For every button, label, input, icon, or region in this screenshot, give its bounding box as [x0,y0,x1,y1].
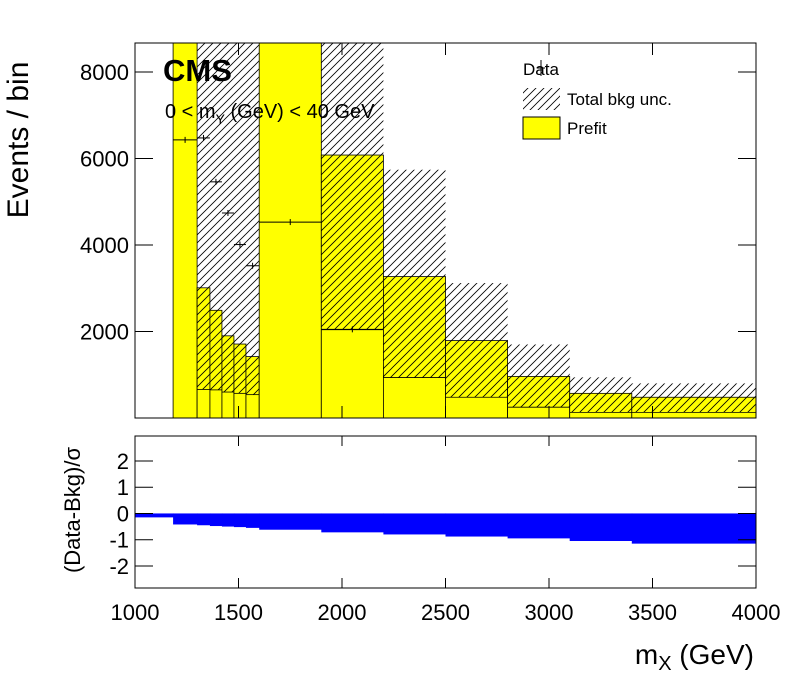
unc-band [569,377,632,413]
x-title-part: (GeV) [672,639,754,670]
prefit-bar [172,43,198,418]
unc-band [245,43,260,395]
x-title-part: m [635,639,658,670]
y-tick-label: 8000 [80,60,129,85]
cms-label: CMS [163,53,232,88]
pull-bar [383,513,446,535]
pull-bar [197,513,211,526]
x-tick-label: 2000 [318,600,367,625]
unc-band [631,383,756,413]
unc-band [209,43,222,390]
y-tick-label: 1 [117,475,129,500]
unc-band [445,283,508,398]
pull-bar [259,513,322,530]
legend-label: Prefit [567,119,607,138]
unc-band [221,43,234,393]
frame [134,42,757,419]
pull-bar [173,513,198,525]
ratio-plot [135,513,756,544]
frame [134,435,757,589]
x-tick-label: 4000 [732,600,781,625]
main-plot [172,43,756,418]
x-tick-label: 3000 [525,600,574,625]
pull-bar [507,513,571,539]
unc-band [233,43,246,394]
y-tick-label: 2000 [80,319,129,344]
prefit-bar [258,43,322,418]
x-axis-title: mX (GeV) [635,639,754,672]
pull-bar [321,513,384,533]
pull-bar [445,513,509,537]
pull-bar [209,513,223,527]
pull-bar [135,513,174,518]
x-tick-label: 3500 [628,600,677,625]
unc-band [197,43,210,390]
annotation: 0 < mY (GeV) < 40 GeV [165,101,375,127]
y-tick-label: 6000 [80,146,129,171]
y-axis-title: Events / bin [2,62,35,219]
x-tick-label: 1000 [111,600,160,625]
annotation-part: Y [216,111,226,127]
y-tick-label: 4000 [80,233,129,258]
pull-bar [245,513,260,528]
pull-bar [221,513,235,527]
unc-band [383,169,446,378]
legend-swatch [522,116,561,140]
y-tick-label: -2 [109,554,129,579]
y-tick-label: 2 [117,449,129,474]
unc-band [507,344,570,408]
legend-label: Total bkg unc. [567,90,672,109]
annotation-part: 0 < m [165,101,216,123]
annotation-part: (GeV) < 40 GeV [225,101,375,123]
legend-swatch [523,88,560,110]
x-tick-label: 2500 [421,600,470,625]
x-tick-label: 1500 [214,600,263,625]
legend-label: Data [523,60,559,79]
y-tick-label: -1 [109,528,129,553]
pull-bar [631,513,756,544]
x-title-part: X [658,653,671,672]
pull-bar [569,513,633,542]
y-axis-title: (Data-Bkg)/σ [60,447,85,573]
y-tick-label: 0 [117,501,129,526]
unc-band [321,43,384,330]
pull-bar [233,513,247,528]
